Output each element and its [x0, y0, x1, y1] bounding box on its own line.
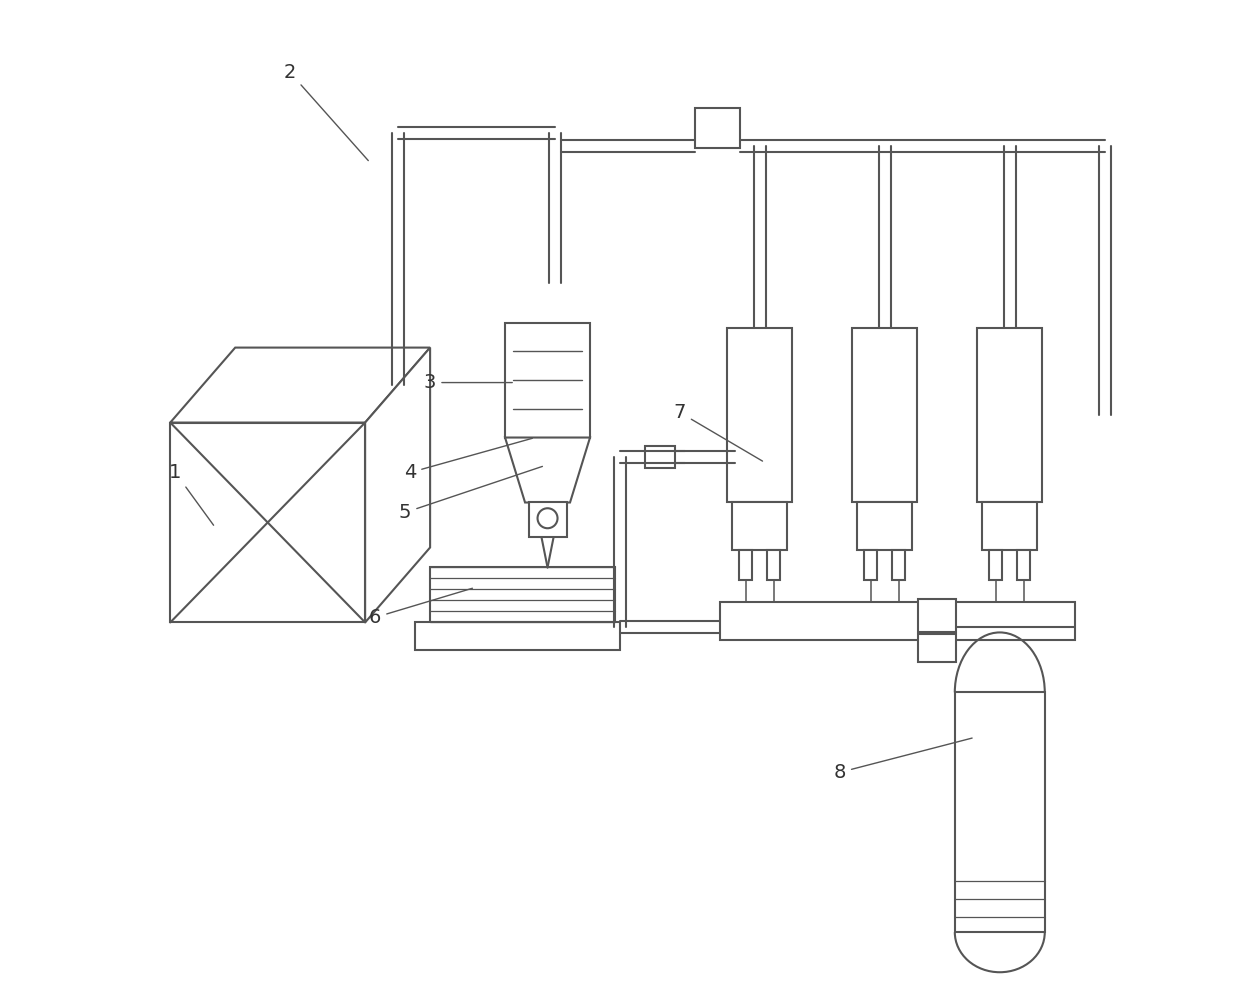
Bar: [768, 551, 780, 581]
Polygon shape: [365, 348, 430, 622]
Bar: [505, 323, 590, 437]
Bar: [1017, 551, 1030, 581]
Bar: [864, 551, 878, 581]
Bar: [430, 568, 615, 622]
Bar: [170, 422, 365, 622]
Bar: [857, 502, 913, 551]
Bar: [918, 599, 956, 632]
Bar: [720, 602, 1075, 640]
Text: 3: 3: [424, 373, 512, 392]
Text: 4: 4: [404, 438, 532, 482]
Bar: [990, 551, 1002, 581]
Bar: [977, 328, 1043, 502]
Bar: [982, 502, 1038, 551]
Bar: [728, 328, 792, 502]
Text: 7: 7: [673, 403, 763, 461]
Bar: [694, 108, 740, 148]
Bar: [918, 634, 956, 662]
Bar: [955, 692, 1045, 933]
Text: 5: 5: [399, 466, 542, 522]
Bar: [852, 328, 918, 502]
Bar: [645, 445, 675, 467]
Text: 1: 1: [169, 463, 213, 526]
Bar: [733, 502, 787, 551]
Polygon shape: [505, 437, 590, 502]
Bar: [739, 551, 753, 581]
Bar: [893, 551, 905, 581]
Polygon shape: [170, 348, 430, 422]
Text: 8: 8: [833, 738, 972, 782]
Bar: [415, 622, 620, 650]
Text: 2: 2: [284, 63, 368, 161]
Text: 6: 6: [370, 588, 472, 627]
Bar: [528, 502, 567, 538]
